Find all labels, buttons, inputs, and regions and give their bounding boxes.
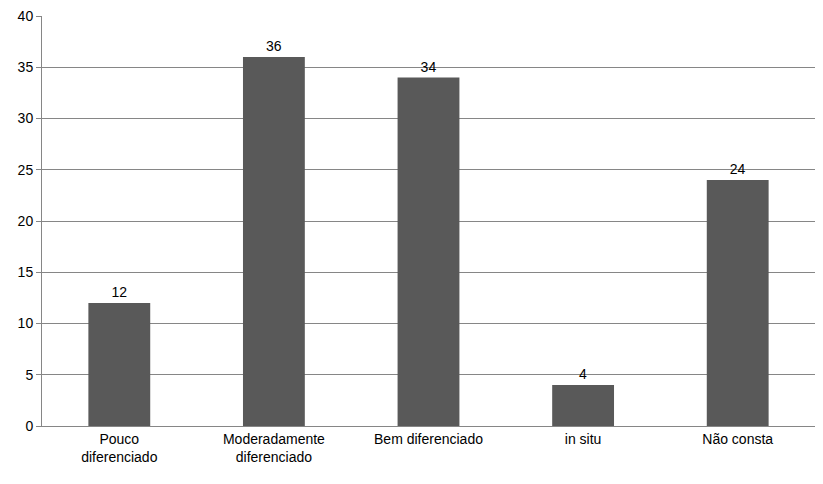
svg-text:Bem diferenciado: Bem diferenciado bbox=[374, 431, 483, 447]
svg-text:36: 36 bbox=[266, 38, 282, 54]
svg-text:34: 34 bbox=[421, 59, 437, 75]
svg-text:15: 15 bbox=[18, 264, 34, 280]
svg-text:Não consta: Não consta bbox=[702, 431, 773, 447]
svg-text:12: 12 bbox=[111, 284, 127, 300]
svg-text:5: 5 bbox=[25, 367, 33, 383]
svg-text:40: 40 bbox=[18, 8, 34, 24]
svg-text:4: 4 bbox=[579, 366, 587, 382]
svg-text:30: 30 bbox=[18, 110, 34, 126]
svg-text:Poucodiferenciado: Poucodiferenciado bbox=[81, 431, 157, 465]
svg-text:in situ: in situ bbox=[565, 431, 602, 447]
svg-text:0: 0 bbox=[25, 418, 33, 434]
svg-text:10: 10 bbox=[18, 315, 34, 331]
svg-text:20: 20 bbox=[18, 213, 34, 229]
svg-text:24: 24 bbox=[730, 161, 746, 177]
svg-text:35: 35 bbox=[18, 59, 34, 75]
svg-text:Moderadamentediferenciado: Moderadamentediferenciado bbox=[223, 431, 325, 465]
svg-text:25: 25 bbox=[18, 162, 34, 178]
